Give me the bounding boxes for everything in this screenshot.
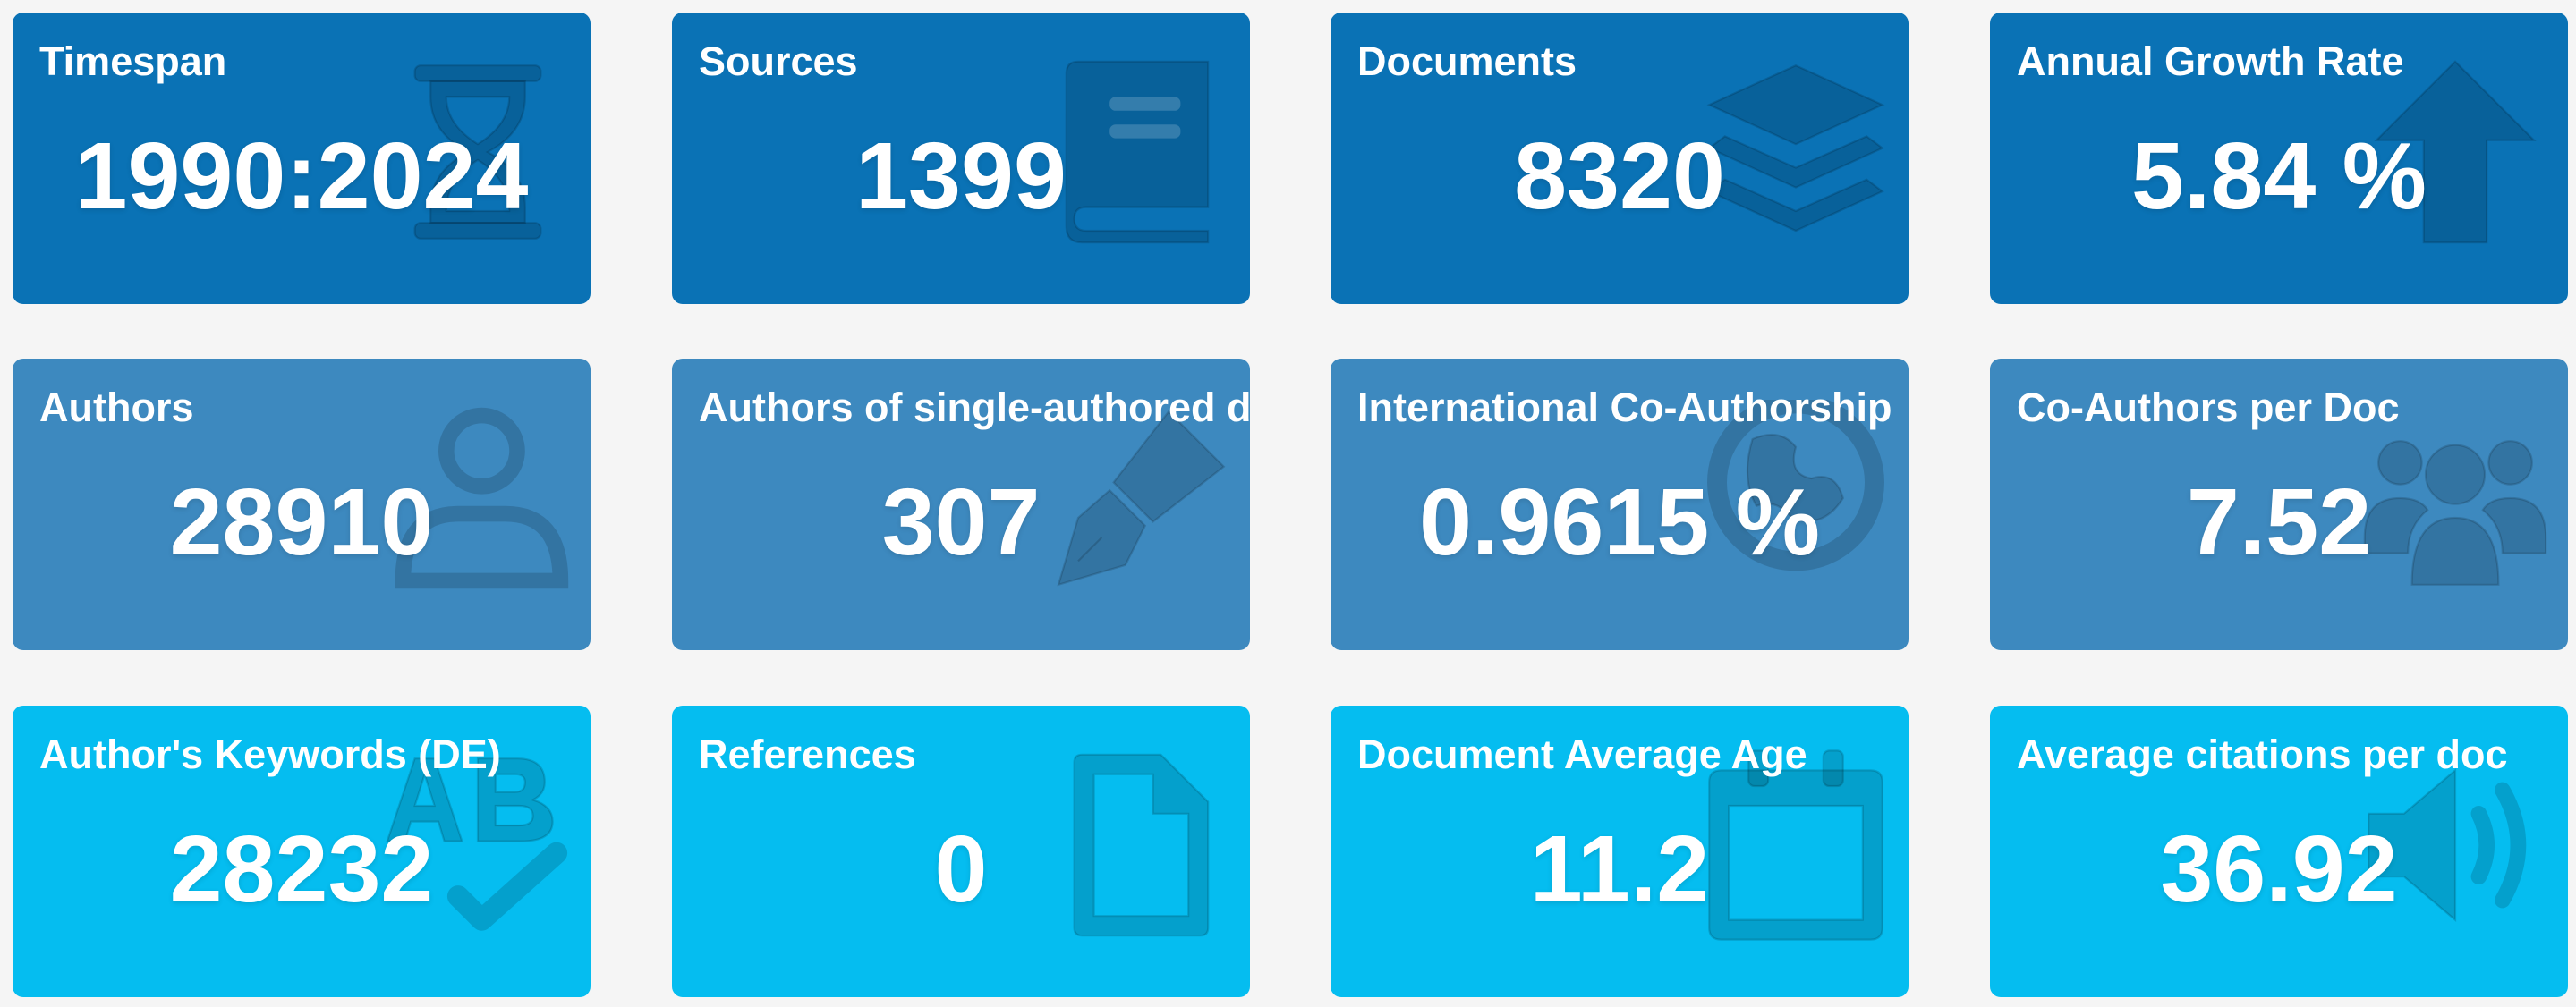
card-label: References [699, 732, 916, 777]
card-label: Timespan [39, 38, 227, 84]
card-value: 36.92 [2160, 817, 2398, 922]
globe-icon [1707, 400, 1884, 571]
card-label: Documents [1357, 38, 1577, 84]
pen-nib-icon [1057, 410, 1226, 587]
hourglass-icon [413, 64, 542, 240]
card-value: 7.52 [2186, 470, 2372, 575]
card-references: References 0 [672, 706, 1250, 997]
users-icon [2363, 440, 2547, 586]
card-label: Average citations per doc [2017, 732, 2508, 777]
card-value: 1399 [855, 123, 1067, 229]
card-documents: Documents 8320 [1331, 13, 1909, 304]
card-value: 28910 [169, 470, 434, 575]
card-authors-single-authored: Authors of single-authored docs 307 [672, 359, 1250, 650]
spell-check-icon [386, 757, 568, 931]
card-value: 8320 [1514, 123, 1725, 229]
card-timespan: Timespan 1990:2024 [13, 13, 591, 304]
card-authors-keywords: Author's Keywords (DE) 28232 [13, 706, 591, 997]
card-value: 28232 [169, 817, 434, 922]
file-icon [1073, 753, 1210, 937]
card-authors: Authors 28910 [13, 359, 591, 650]
card-label: Annual Growth Rate [2017, 38, 2404, 84]
card-label: Document Average Age [1357, 732, 1807, 777]
card-label: International Co-Authorship [1357, 385, 1892, 430]
card-label: Authors of single-authored docs [699, 385, 1250, 430]
user-icon [395, 407, 569, 589]
card-value: 0 [934, 817, 988, 922]
card-value: 0.9615 % [1419, 470, 1820, 575]
arrow-up-icon [2374, 60, 2537, 244]
layers-icon [1706, 63, 1885, 233]
card-annual-growth-rate: Annual Growth Rate 5.84 % [1990, 13, 2568, 304]
book-icon [1065, 60, 1210, 244]
card-label: Sources [699, 38, 858, 84]
card-label: Authors [39, 385, 194, 430]
card-value: 307 [881, 470, 1041, 575]
calendar-icon [1708, 749, 1883, 941]
card-label: Author's Keywords (DE) [39, 732, 501, 777]
card-value: 1990:2024 [74, 123, 529, 229]
card-sources: Sources 1399 [672, 13, 1250, 304]
card-document-average-age: Document Average Age 11.2 [1331, 706, 1909, 997]
volume-icon [2368, 768, 2527, 922]
card-value: 5.84 % [2130, 123, 2427, 229]
card-label: Co-Authors per Doc [2017, 385, 2400, 430]
card-average-citations-per-doc: Average citations per doc 36.92 [1990, 706, 2568, 997]
card-co-authors-per-doc: Co-Authors per Doc 7.52 [1990, 359, 2568, 650]
card-international-co-authorship: International Co-Authorship 0.9615 % [1331, 359, 1909, 650]
card-value: 11.2 [1529, 817, 1710, 922]
